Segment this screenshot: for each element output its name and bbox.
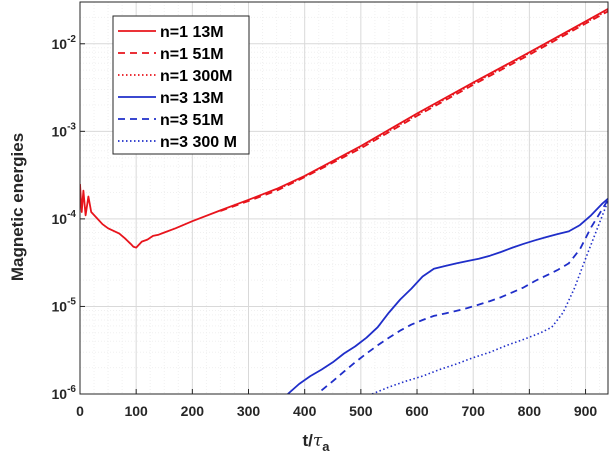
y-tick-label: 10-4 [52, 209, 77, 227]
y-tick-label: 10-6 [52, 384, 77, 402]
x-axis-label-main: t/ [302, 431, 313, 450]
y-tick-label: 10-2 [52, 34, 77, 52]
legend-label-2: n=1 51M [160, 46, 224, 63]
x-tick-label: 600 [405, 403, 429, 419]
x-tick-label: 900 [574, 403, 598, 419]
x-tick-label: 300 [237, 403, 261, 419]
axis-ticks: 0 100 200 300 400 500 600 700 800 900 10-6 10-5 10-4… [52, 34, 598, 419]
legend: n=1 13M n=1 51M n=1 300M n=3 13M n=3 51M n=3 … [112, 15, 250, 155]
series-line-5 [320, 199, 608, 392]
series-line-1 [80, 8, 608, 249]
x-tick-label: 0 [76, 403, 84, 419]
x-tick-label: 100 [124, 403, 148, 419]
x-axis-label-tau: τ [313, 431, 323, 451]
y-tick-label: 10-3 [52, 121, 77, 139]
x-tick-label: 200 [181, 403, 205, 419]
legend-label-3: n=1 300M [160, 68, 232, 85]
series-lines [80, 8, 608, 394]
legend-label-1: n=1 13M [160, 24, 224, 41]
x-tick-label: 500 [349, 403, 373, 419]
x-tick-label: 700 [462, 403, 486, 419]
x-tick-label: 800 [518, 403, 542, 419]
series-line-2 [220, 10, 608, 212]
x-axis-label-sub: a [322, 439, 330, 454]
series-line-3 [276, 9, 608, 191]
y-axis-label: Magnetic energies [8, 133, 27, 281]
plot-frame [79, 1, 609, 395]
legend-label-4: n=3 13M [160, 90, 224, 107]
legend-label-6: n=3 300 M [160, 134, 237, 151]
y-tick-label: 10-5 [52, 296, 77, 314]
series-line-4 [287, 198, 608, 394]
x-tick-label: 400 [293, 403, 317, 419]
legend-box [112, 15, 250, 155]
x-axis-label: t/τa [302, 431, 330, 454]
legend-label-5: n=3 51M [160, 112, 224, 129]
